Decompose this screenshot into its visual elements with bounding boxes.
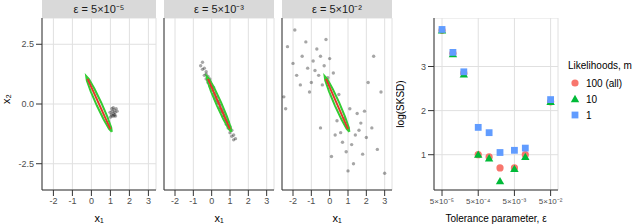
svg-text:x₁: x₁ xyxy=(332,212,342,224)
html-text:ε = 5×10⁻³: ε = 5×10⁻³ xyxy=(194,3,244,15)
html-text:ε = 5×10⁻²: ε = 5×10⁻² xyxy=(312,3,362,15)
svg-text:0: 0 xyxy=(89,196,94,206)
svg-text:-1: -1 xyxy=(307,196,315,206)
svg-text:1: 1 xyxy=(345,196,350,206)
svg-text:0.0: 0.0 xyxy=(21,99,34,109)
svg-text:log(SKSD): log(SKSD) xyxy=(396,80,406,127)
svg-text:2: 2 xyxy=(421,106,426,116)
svg-text:x₁: x₁ xyxy=(94,212,104,224)
svg-text:3: 3 xyxy=(421,62,426,72)
svg-text:5×10⁻³: 5×10⁻³ xyxy=(503,197,527,206)
svg-text:1: 1 xyxy=(421,150,426,160)
svg-text:5×10⁻⁴: 5×10⁻⁴ xyxy=(466,197,491,206)
svg-text:-1: -1 xyxy=(68,196,76,206)
svg-text:2: 2 xyxy=(246,196,251,206)
svg-text:1: 1 xyxy=(108,196,113,206)
svg-text:2.5: 2.5 xyxy=(21,39,34,49)
html-text:1: 1 xyxy=(586,109,592,121)
svg-text:x₂: x₂ xyxy=(8,94,12,104)
svg-text:-2: -2 xyxy=(289,196,297,206)
svg-text:3: 3 xyxy=(264,196,269,206)
svg-text:-2: -2 xyxy=(171,196,179,206)
svg-text:2: 2 xyxy=(364,196,369,206)
svg-text:1: 1 xyxy=(227,196,232,206)
svg-text:2: 2 xyxy=(127,196,132,206)
svg-text:x₁: x₁ xyxy=(214,212,224,224)
svg-text:0: 0 xyxy=(327,196,332,206)
html-text:ε = 5×10⁻⁵: ε = 5×10⁻⁵ xyxy=(73,3,125,15)
svg-text:-2: -2 xyxy=(49,196,57,206)
svg-text:-2.5: -2.5 xyxy=(18,159,34,169)
svg-text:0: 0 xyxy=(209,196,214,206)
svg-text:Tolerance parameter, ε: Tolerance parameter, ε xyxy=(445,213,547,224)
svg-text:3: 3 xyxy=(146,196,151,206)
svg-text:5×10⁻²: 5×10⁻² xyxy=(539,197,563,206)
html-text:100 (all): 100 (all) xyxy=(586,77,623,89)
html-text:Likelihoods, m: Likelihoods, m xyxy=(568,60,632,71)
svg-text:-1: -1 xyxy=(189,196,197,206)
html-text:10: 10 xyxy=(586,93,598,105)
svg-text:5×10⁻⁵: 5×10⁻⁵ xyxy=(430,197,454,206)
svg-text:3: 3 xyxy=(382,196,387,206)
